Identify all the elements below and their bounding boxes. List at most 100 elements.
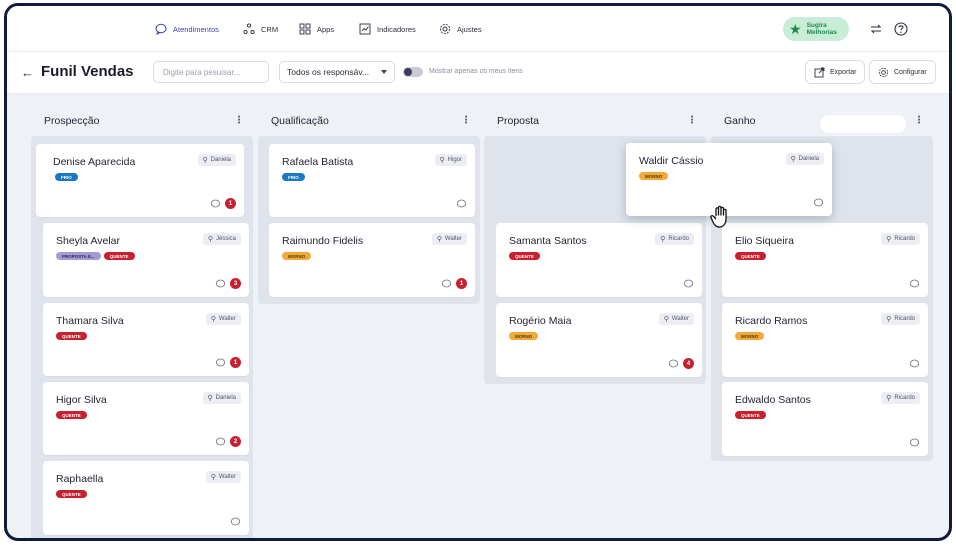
card-name: Rogério Maia [509, 315, 572, 327]
more-vertical-icon[interactable]: ⋮ [914, 115, 924, 126]
help-icon[interactable] [893, 21, 909, 37]
owner-name: Daniela [798, 156, 819, 162]
card-name: Thamara Silva [56, 315, 124, 327]
more-vertical-icon[interactable]: ⋮ [461, 115, 471, 126]
chat-bubble-icon[interactable] [441, 278, 452, 289]
chat-bubble-icon[interactable] [210, 198, 221, 209]
nav-item-ajustes[interactable]: Ajustes [439, 21, 482, 37]
tag-morno: MORNO [735, 332, 765, 340]
nav-item-atendimentos[interactable]: Atendimentos [155, 21, 219, 37]
card-name: Raphaella [56, 473, 104, 485]
owner-name: Ricardo [894, 236, 915, 242]
card-name: Samanta Santos [509, 235, 587, 247]
chat-bubble-icon[interactable] [909, 278, 920, 289]
card-name: Ricardo Ramos [735, 315, 808, 327]
tag-quente: QUENTE [56, 490, 87, 498]
tag-quente: QUENTE [735, 252, 766, 260]
deal-card[interactable]: Edwaldo Santos ⚲ Ricardo QUENTE [722, 382, 928, 456]
more-vertical-icon[interactable]: ⋮ [234, 115, 244, 126]
owner-name: Daniela [210, 157, 231, 163]
toggle-label: Mostrar apenas os meus itens [429, 68, 523, 75]
column-title: Qualificação [271, 115, 329, 127]
tag-morno: MORNO [509, 332, 539, 340]
column-header-ganho: Ganho ⋮ [724, 115, 924, 131]
column-header-qualificacao: Qualificação ⋮ [271, 115, 471, 131]
deal-card[interactable]: Ricardo Ramos ⚲ Ricardo MORNO [722, 303, 928, 377]
tag-morno: MORNO [639, 172, 669, 180]
deal-card[interactable]: Thamara Silva ⚲ Walter QUENTE 1 [43, 303, 249, 376]
chat-bubble-icon[interactable] [215, 357, 226, 368]
column-title: Proposta [497, 115, 540, 127]
deal-card[interactable]: Raphaella ⚲ Walter QUENTE [43, 461, 249, 535]
deal-card[interactable]: Samanta Santos ⚲ Ricardo QUENTE [496, 223, 702, 297]
card-name: Waldir Cássio [639, 155, 704, 167]
owner-name: Walter [671, 316, 689, 322]
more-vertical-icon[interactable]: ⋮ [687, 115, 697, 126]
grid-icon [299, 23, 311, 35]
nav-item-label: Apps [317, 24, 335, 34]
owner-name: Ricardo [894, 316, 915, 322]
chat-bubble-icon[interactable] [909, 437, 920, 448]
gear-icon [878, 67, 889, 77]
card-name: Elio Siqueira [735, 235, 794, 247]
unread-count-badge: 1 [225, 198, 236, 209]
suggest-improvements-button[interactable]: ★ Sugira Melhorias [783, 17, 849, 41]
card-name: Sheyla Avelar [56, 235, 121, 247]
deal-card[interactable]: Rafaela Batista ⚲ Higor FRIO [269, 144, 475, 217]
nav-item-label: Ajustes [457, 24, 482, 34]
owner-badge: ⚲ Daniela [197, 154, 236, 166]
chat-bubble-icon[interactable] [668, 358, 679, 369]
person-icon: ⚲ [210, 316, 216, 323]
person-icon: ⚲ [202, 157, 208, 164]
chat-bubble-icon[interactable] [456, 198, 467, 209]
deal-card[interactable]: Raimundo Fidelis ⚲ Walter MORNO 1 [269, 223, 475, 297]
export-button[interactable]: Exportar [805, 60, 866, 84]
unread-count-badge: 3 [230, 278, 241, 289]
chat-bubble-icon[interactable] [813, 197, 824, 208]
nav-item-apps[interactable]: Apps [299, 21, 334, 37]
column-header-prospeccao: Prospecção ⋮ [44, 115, 244, 131]
dragging-deal-card[interactable]: Waldir Cássio ⚲ Daniela MORNO [626, 143, 832, 216]
owner-badge: ⚲ Daniela [202, 392, 241, 404]
column-title: Prospecção [44, 115, 100, 127]
deal-card[interactable]: Higor Silva ⚲ Daniela QUENTE 2 [43, 382, 249, 455]
deal-card[interactable]: Sheyla Avelar ⚲ Jéssica PROPOSTA E... QUEN… [43, 223, 249, 297]
chat-bubble-icon[interactable] [215, 436, 226, 447]
unread-count-badge: 1 [230, 357, 241, 368]
card-name: Rafaela Batista [282, 156, 354, 168]
nav-item-indicadores[interactable]: Indicadores [359, 21, 416, 37]
owner-name: Ricardo [668, 236, 689, 242]
responsible-select-value: Todos os responsáv... [287, 67, 370, 77]
person-icon: ⚲ [436, 236, 442, 243]
chat-bubble-icon[interactable] [230, 516, 241, 527]
owner-badge: ⚲ Ricardo [881, 233, 920, 245]
configure-button[interactable]: Configurar [869, 60, 936, 84]
deal-card[interactable]: Denise Aparecida ⚲ Daniela FRIO 1 [36, 144, 244, 217]
my-items-toggle[interactable] [403, 67, 423, 77]
network-icon [243, 23, 255, 35]
page-title: Funil Vendas [41, 63, 134, 80]
owner-name: Walter [218, 474, 236, 480]
chat-bubble-icon[interactable] [909, 358, 920, 369]
column-search-field[interactable] [820, 115, 906, 133]
chat-bubble-icon[interactable] [683, 278, 694, 289]
export-label: Exportar [830, 68, 857, 76]
card-name: Higor Silva [56, 394, 107, 406]
switch-icon[interactable] [868, 21, 884, 37]
owner-name: Jéssica [215, 236, 236, 242]
responsible-select[interactable]: Todos os responsáv... [279, 61, 395, 83]
deal-card[interactable]: Elio Siqueira ⚲ Ricardo QUENTE [722, 223, 928, 297]
person-icon: ⚲ [790, 156, 796, 163]
chat-bubble-icon[interactable] [215, 278, 226, 289]
nav-item-crm[interactable]: CRM [243, 21, 278, 37]
back-arrow-icon[interactable]: ← [21, 65, 34, 80]
board-toolbar: ← Funil Vendas Todos os responsáv... Mos… [7, 52, 949, 94]
unread-count-badge: 2 [230, 436, 241, 447]
deal-card[interactable]: Rogério Maia ⚲ Walter MORNO 4 [496, 303, 702, 377]
tag-morno: MORNO [282, 252, 312, 260]
person-icon: ⚲ [663, 316, 669, 323]
person-icon: ⚲ [207, 236, 213, 243]
owner-badge: ⚲ Ricardo [655, 233, 694, 245]
tag-quente: QUENTE [735, 411, 766, 419]
search-input[interactable] [153, 61, 269, 83]
